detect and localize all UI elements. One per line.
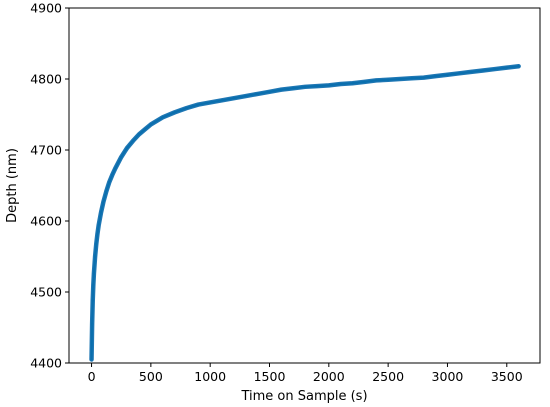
data-point [315, 84, 319, 88]
y-tick-label: 4900 [30, 1, 62, 16]
data-point [220, 99, 224, 102]
plot-area [89, 63, 521, 362]
data-point [125, 146, 129, 150]
data-point [386, 78, 390, 81]
data-point [92, 283, 95, 287]
x-tick-label: 3000 [432, 369, 464, 384]
data-point [95, 242, 98, 245]
data-point [111, 173, 114, 177]
data-point [280, 88, 283, 91]
data-point [208, 101, 212, 104]
data-point [493, 67, 497, 71]
data-point [410, 77, 414, 80]
data-point [303, 85, 307, 89]
data-point [469, 70, 473, 74]
data-point [232, 96, 236, 100]
data-point [131, 139, 135, 142]
data-point [446, 73, 449, 76]
x-tick-label: 1000 [194, 369, 226, 384]
data-point [108, 180, 111, 184]
y-axis-label: Depth (nm) [5, 148, 20, 223]
data-point [185, 106, 188, 110]
x-tick-label: 1500 [254, 369, 286, 384]
data-point [339, 82, 342, 86]
data-point [137, 133, 141, 136]
data-point [244, 94, 247, 98]
data-point [114, 167, 117, 170]
data-point [327, 84, 331, 87]
data-point [93, 255, 97, 258]
data-point [143, 128, 147, 131]
data-point [120, 155, 123, 159]
data-point [517, 65, 520, 68]
data-point [351, 82, 354, 85]
y-tick-label: 4600 [30, 214, 62, 229]
data-point [398, 77, 402, 81]
y-tick-label: 4700 [30, 143, 62, 158]
data-point [90, 358, 93, 361]
axes-frame [68, 7, 541, 364]
x-tick-label: 2000 [313, 369, 345, 384]
data-point [363, 80, 366, 84]
data-point [481, 69, 485, 72]
data-point [375, 79, 378, 82]
data-point [505, 66, 508, 69]
data-point [92, 272, 96, 275]
data-point [97, 224, 100, 227]
data-point [96, 232, 99, 235]
data-point [458, 72, 461, 75]
y-tick-label: 4400 [30, 356, 62, 371]
data-point [149, 123, 153, 126]
x-axis-label: Time on Sample (s) [240, 389, 367, 404]
data-point [422, 76, 425, 79]
data-point [434, 74, 437, 78]
y-tick-label: 4800 [30, 72, 62, 87]
data-point [91, 299, 94, 302]
x-tick-label: 500 [139, 369, 163, 384]
data-point [105, 189, 108, 193]
data-point [197, 103, 200, 106]
y-tick-label: 4500 [30, 285, 62, 300]
series-line-halo [89, 63, 521, 362]
data-point [268, 90, 271, 93]
data-point [161, 116, 164, 119]
series-line [90, 65, 520, 361]
data-point [99, 211, 103, 214]
data-point [90, 322, 94, 326]
data-point [256, 92, 259, 96]
x-tick-label: 0 [88, 369, 96, 384]
data-point [173, 111, 176, 114]
x-tick-label: 2500 [372, 369, 404, 384]
data-point [292, 87, 295, 90]
x-tick-label: 3500 [491, 369, 523, 384]
axes: 0 500 1000 1500 2000 2500 3000 3500 4400 4500 4600… [30, 1, 541, 384]
data-point [102, 200, 105, 204]
